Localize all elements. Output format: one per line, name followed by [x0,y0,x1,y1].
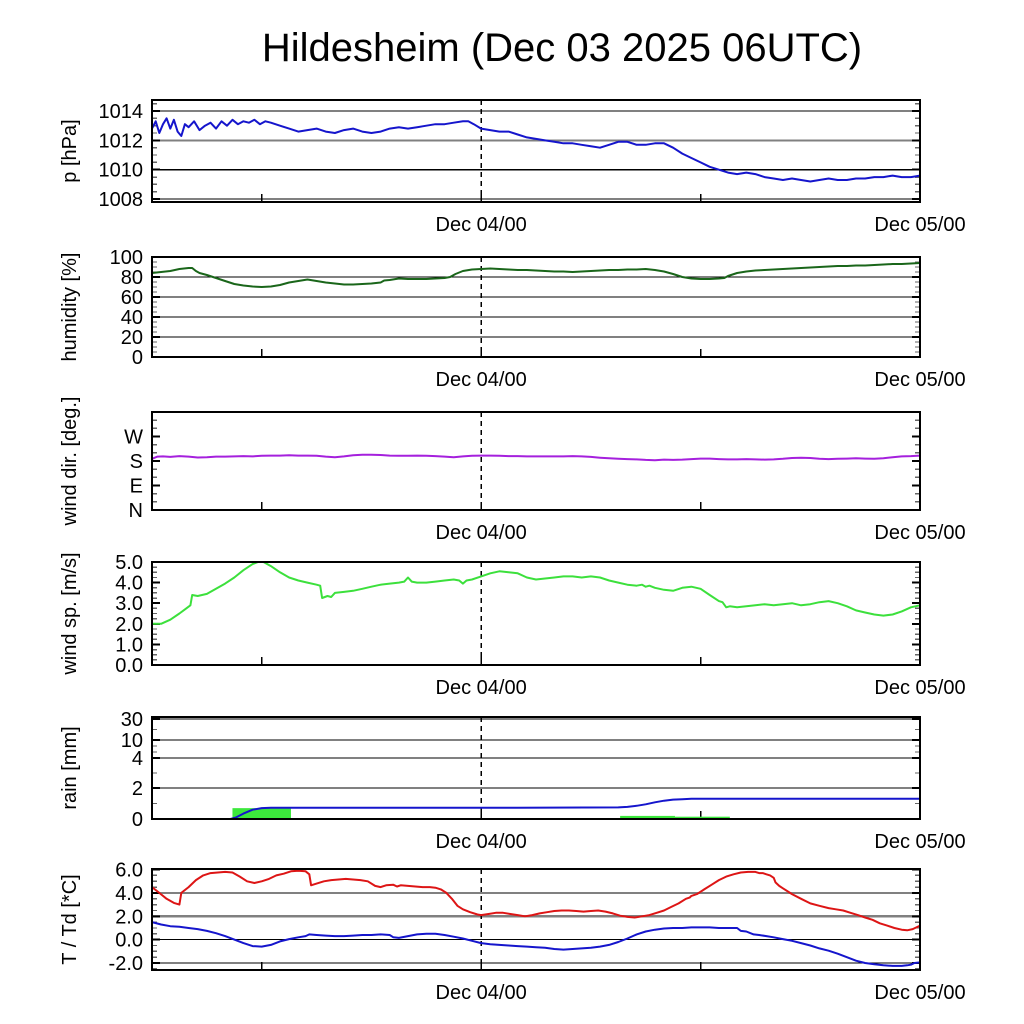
y-axis-title: p [hPa] [59,119,81,182]
y-tick-label: 4.0 [115,573,143,595]
y-tick-label: 10 [121,730,143,752]
y-tick-label: 2.0 [115,906,143,928]
x-tick-label: Dec 04/00 [436,522,527,544]
pressure-line [151,117,921,183]
relative-humidity-line [151,262,921,288]
y-axis-title: rain [mm] [59,726,81,809]
y-tick-label: 1012 [99,130,144,152]
x-tick-label: Dec 05/00 [874,982,965,1004]
panel-frame [151,561,921,666]
y-tick-label: 6.0 [115,860,143,882]
y-tick-label: 1.0 [115,634,143,656]
x-tick-label: Dec 05/00 [874,831,965,853]
y-tick-label: E [130,476,143,498]
page-title: Hildesheim (Dec 03 2025 06UTC) [261,26,863,70]
panel-frame [151,99,921,203]
y-tick-label: 0.0 [115,930,143,952]
rain-bars-bar [232,808,291,819]
y-tick-label: 40 [121,307,143,329]
x-tick-label: Dec 05/00 [874,369,965,391]
x-tick-label: Dec 05/00 [874,522,965,544]
y-tick-label: 4.0 [115,883,143,905]
rain-bars-bar [620,815,675,819]
y-tick-label: 30 [121,709,143,731]
y-tick-label: 80 [121,267,143,289]
temperature-line [151,869,921,932]
y-axis-title: wind dir. [deg.] [59,397,81,527]
panel-frame [151,716,921,820]
wind-speed-line [151,561,921,625]
y-axis-title: humidity [%] [59,253,81,362]
y-tick-label: 1008 [99,189,144,211]
y-tick-label: N [129,500,143,522]
y-tick-label: S [130,451,143,473]
y-axis-title: T / Td [*C] [59,874,81,964]
panel-pressure: 1008 1010 1012 1014 p [hPa] Dec 04/00 Dec 05/0… [59,99,966,236]
x-tick-label: Dec 04/00 [436,831,527,853]
y-tick-label: -2.0 [109,953,143,975]
y-tick-label: 1014 [99,101,144,123]
wind-direction-line [151,453,921,462]
x-tick-label: Dec 05/00 [874,677,965,699]
dewpoint-line [151,921,921,967]
y-tick-label: 0.0 [115,655,143,677]
x-tick-label: Dec 05/00 [874,214,965,236]
y-axis-title: wind sp. [m/s] [59,552,81,675]
y-tick-label: 0 [132,809,143,831]
y-tick-label: 2.0 [115,614,143,636]
accumulated-rain-line [151,797,921,820]
y-tick-label: 100 [110,247,143,269]
x-tick-label: Dec 04/00 [436,214,527,236]
panel-temperature-dewpoint: -2.00.02.04.06.0 T / Td [*C] Dec 04/00 Dec … [59,860,966,1004]
y-tick-label: 1010 [99,160,144,182]
x-tick-label: Dec 04/00 [436,982,527,1004]
panel-frame [151,411,921,511]
x-tick-label: Dec 04/00 [436,369,527,391]
y-tick-label: 2 [132,778,143,800]
y-tick-label: 4 [132,748,143,770]
y-tick-label: 60 [121,287,143,309]
panel-frame [151,868,921,971]
y-tick-label: 0 [132,347,143,369]
x-tick-label: Dec 04/00 [436,677,527,699]
y-tick-label: 5.0 [115,552,143,574]
rain-bars-bar [674,816,730,819]
panel-wind-speed: 0.01.02.03.04.05.0 wind sp. [m/s] Dec 04/0… [59,552,966,699]
y-tick-label: W [124,427,143,449]
panel-frame [151,256,921,358]
y-tick-label: 3.0 [115,593,143,615]
y-tick-label: 20 [121,327,143,349]
